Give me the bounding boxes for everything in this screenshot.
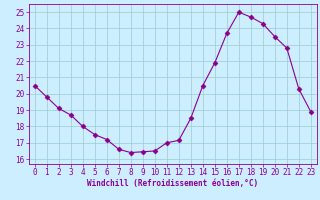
X-axis label: Windchill (Refroidissement éolien,°C): Windchill (Refroidissement éolien,°C) bbox=[87, 179, 258, 188]
